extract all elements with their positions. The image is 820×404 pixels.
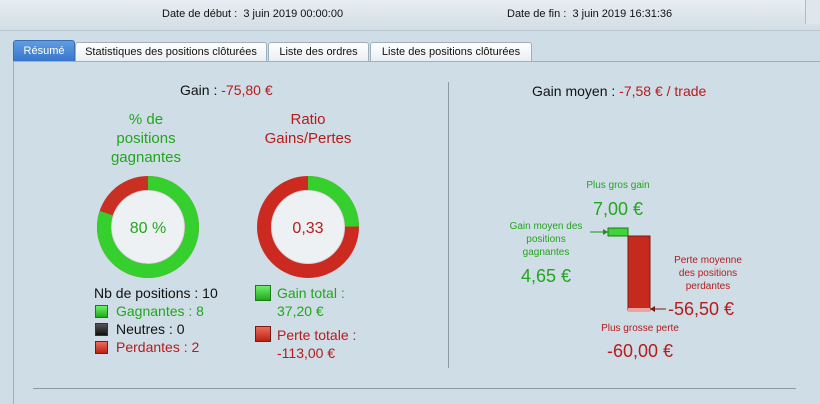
end-date: Date de fin : 3 juin 2019 16:31:36 [507, 8, 673, 20]
total-gain-label: Gain total : [277, 285, 345, 301]
ratio-win-arc [257, 176, 359, 278]
neutral-swatch [95, 323, 108, 336]
tab-bar: Résumé Statistiques des positions clôtur… [0, 40, 820, 62]
scroll-handle[interactable] [805, 0, 820, 24]
total-loss-label: Perte totale : [277, 327, 357, 343]
tab-resume[interactable]: Résumé [13, 40, 75, 62]
win-pct-win-arc [97, 176, 199, 278]
win-pct-gauge: 80 % [97, 176, 199, 278]
biggest-gain-label: Plus gros gain [586, 180, 650, 191]
win-pct-value: 80 % [130, 220, 166, 237]
total-loss-value: -113,00 € [277, 345, 336, 361]
tab-orders-list[interactable]: Liste des ordres [268, 42, 369, 62]
avg-loss-label: Perte moyenne des positions perdantes [674, 255, 742, 292]
gain-summary: Gain : -75,80 € [180, 82, 273, 98]
avg-loss-bar [627, 235, 651, 311]
avg-win-value: 4,65 € [520, 266, 572, 286]
win-pct-center [112, 191, 184, 263]
avg-loss-value: -56,50 € [668, 299, 735, 319]
winners-count: Gagnantes : 8 [116, 303, 204, 319]
neutral-count: Neutres : 0 [116, 321, 185, 337]
ratio-gauge: 0,33 [257, 176, 359, 278]
total-gain-swatch [255, 285, 271, 301]
ratio-value: 0,33 [292, 220, 323, 237]
bottom-divider [33, 388, 796, 389]
tab-closed-stats[interactable]: Statistiques des positions clôturées [75, 42, 267, 62]
winners-swatch [95, 305, 108, 318]
avg-win-label: Gain moyen des positions gagnantes [509, 221, 583, 258]
ratio-center [272, 191, 344, 263]
biggest-gain-value: 7,00 € [592, 199, 644, 219]
total-gain-value: 37,20 € [277, 303, 324, 319]
total-loss-swatch [255, 326, 271, 342]
tab-closed-positions-list[interactable]: Liste des positions clôturées [370, 42, 532, 62]
losers-count: Perdantes : 2 [116, 339, 200, 355]
start-date: Date de début : 3 juin 2019 00:00:00 [162, 8, 344, 20]
avg-win-bar [607, 227, 629, 237]
avg-loss-arrow [650, 306, 655, 312]
biggest-loss-label: Plus grosse perte [601, 323, 679, 334]
header-bar: Date de début : 3 juin 2019 00:00:00 Dat… [0, 0, 820, 31]
biggest-loss-value: -60,00 € [606, 341, 674, 361]
ratio-title: Ratio Gains/Pertes [264, 111, 352, 147]
avg-win-arrow [603, 229, 608, 235]
losers-swatch [95, 341, 108, 354]
positions-count: Nb de positions : 10 [94, 285, 218, 301]
section-divider [448, 82, 449, 368]
win-pct-title: % de positions gagnantes [110, 111, 182, 166]
avg-gain-summary: Gain moyen : -7,58 € / trade [532, 83, 707, 99]
avg-trade-chart [590, 227, 666, 312]
